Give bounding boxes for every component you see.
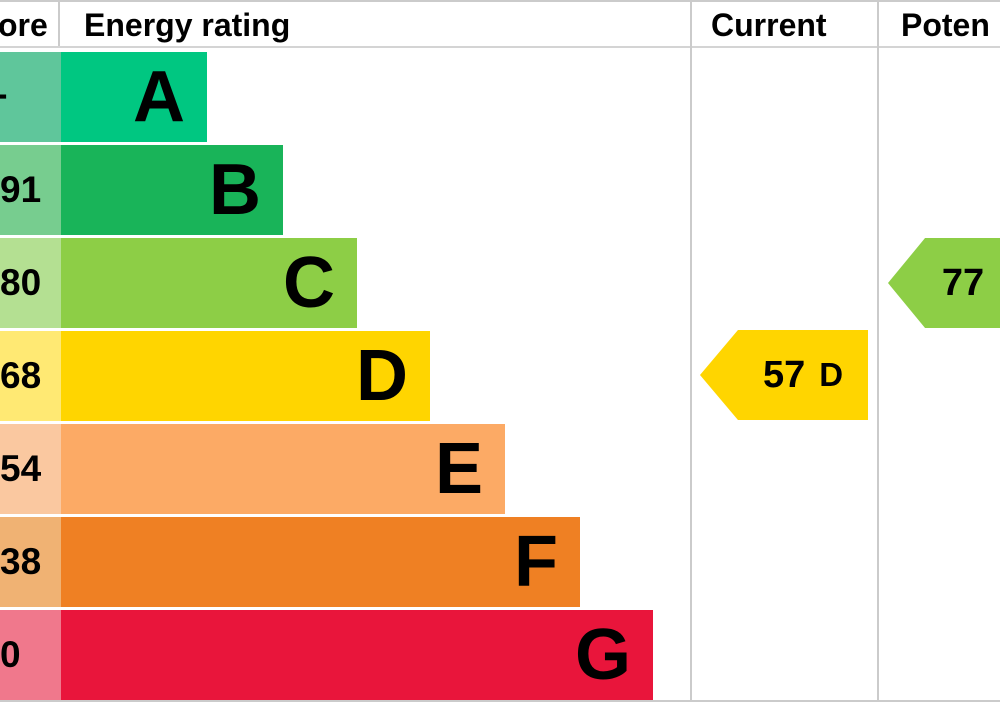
band-c-score-cell: 80 (0, 238, 61, 328)
band-row-b: 91 B (0, 145, 1000, 235)
current-rating-marker: 57 D (700, 330, 868, 420)
band-c-score-label: 80 (0, 262, 42, 303)
band-d-score-label: 68 (0, 355, 42, 396)
band-g-bar: G (61, 610, 653, 700)
band-a-bar: A (61, 52, 207, 142)
potential-rating-value: 77 (941, 261, 985, 304)
energy-rating-column-header: Energy rating (84, 7, 291, 43)
band-d-score-cell: 68 (0, 331, 61, 421)
band-c-letter: C (283, 243, 335, 323)
current-rating-value: 57 (762, 353, 806, 396)
band-e-letter: E (434, 429, 483, 509)
potential-column-header: Poten (901, 7, 990, 43)
potential-column-divider (877, 0, 879, 702)
band-e-score-cell: 54 (0, 424, 61, 514)
band-a-score-label: + (0, 76, 8, 118)
band-d-letter: D (356, 336, 408, 416)
band-e-bar: E (61, 424, 505, 514)
band-b-bar: B (61, 145, 283, 235)
band-a-letter: A (133, 57, 185, 137)
top-border (0, 0, 1000, 2)
band-g-score-label: 0 (0, 634, 21, 675)
score-column-divider (58, 0, 60, 46)
band-f-letter: F (514, 522, 558, 602)
band-g-score-cell: 0 (0, 610, 61, 700)
band-g-letter: G (574, 615, 631, 695)
score-column-header: ore (0, 7, 48, 43)
band-row-f: 38 F (0, 517, 1000, 607)
band-row-c: 80 C (0, 238, 1000, 328)
band-row-a: + A (0, 52, 1000, 142)
band-c-bar: C (61, 238, 357, 328)
header-underline (0, 46, 1000, 48)
current-column-divider (690, 0, 692, 702)
current-column-header: Current (711, 7, 827, 43)
band-f-score-cell: 38 (0, 517, 61, 607)
band-b-score-cell: 91 (0, 145, 61, 235)
band-f-score-label: 38 (0, 541, 42, 582)
band-row-e: 54 E (0, 424, 1000, 514)
band-a-score-cell: + (0, 52, 61, 142)
bottom-border (0, 700, 1000, 702)
band-b-score-label: 91 (0, 169, 42, 210)
band-e-score-label: 54 (0, 448, 42, 489)
band-d-bar: D (61, 331, 430, 421)
band-b-letter: B (209, 150, 261, 230)
band-row-g: 0 G (0, 610, 1000, 700)
band-row-d: 68 D (0, 331, 1000, 421)
band-f-bar: F (61, 517, 580, 607)
current-rating-band: D (819, 356, 844, 393)
